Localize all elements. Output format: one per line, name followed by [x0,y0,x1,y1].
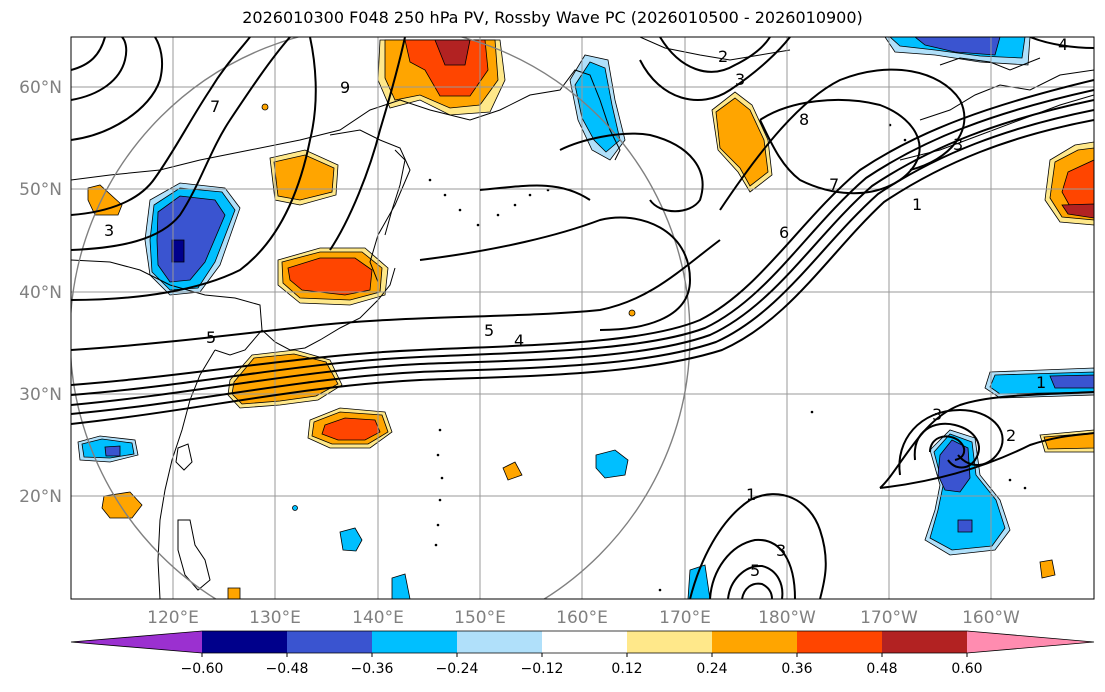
colorbar-segment [712,631,797,653]
lon-label: 160°W [962,608,1020,628]
colorbar-segment [882,631,967,653]
lon-label: 130°E [249,608,301,628]
lat-label: 20°N [19,487,62,507]
colorbar-segment [287,631,372,653]
contour-label: 4 [1058,35,1068,54]
lon-labels: 120°E 130°E 140°E 150°E 160°E 170°E 180°… [147,608,1020,628]
colorbar-tick-label: 0.12 [611,661,642,677]
lat-label: 30°N [19,385,62,405]
contour-label: 3 [104,221,114,240]
lat-label: 60°N [19,78,62,98]
contour-label: 4 [514,331,524,350]
contour-label-group: 9 7 3 5 5 4 6 7 8 3 2 4 3 1 3 2 1 1 3 5 [104,35,1068,580]
lat-labels: 60°N 50°N 40°N 30°N 20°N [19,78,62,507]
contour-label: 7 [210,97,220,116]
colorbar-tick-label: 0.60 [951,661,982,677]
contour-label: 5 [206,328,216,347]
contour-label: 3 [932,405,942,424]
contour-label: 1 [1036,373,1046,392]
contour-label: 3 [776,541,786,560]
contour-label: 6 [779,223,789,242]
colorbar-tick-label: 0.36 [781,661,812,677]
colorbar-tick-label: 0.24 [696,661,727,677]
lon-label: 170°E [659,608,711,628]
gridlines [71,37,1094,599]
contour-label: 1 [912,195,922,214]
lon-label: 160°E [556,608,608,628]
pv-shading [77,37,1094,599]
contour-label: 2 [1006,426,1016,445]
lat-label: 40°N [19,283,62,303]
colorbar-tick-label: −0.24 [436,661,479,677]
lon-label: 150°E [454,608,506,628]
lon-label: 120°E [147,608,199,628]
colorbar-extend-low [71,631,202,653]
map-title: 2026010300 F048 250 hPa PV, Rossby Wave … [242,8,863,27]
colorbar-tick-label: −0.12 [521,661,564,677]
colorbar-segment [797,631,882,653]
pv-contours [71,37,1094,599]
lon-label: 170°W [860,608,918,628]
contour-label: 1 [746,485,756,504]
colorbar-tick-label: −0.48 [266,661,309,677]
colorbar-extend-high [967,631,1094,653]
contour-label: 3 [735,70,745,89]
contour-label: 5 [484,321,494,340]
lon-label: 180°W [758,608,816,628]
map-frame [70,36,1095,600]
colorbar-segment [457,631,542,653]
contour-label: 7 [829,175,839,194]
colorbar-tick-label: −0.60 [181,661,224,677]
radius-circle [71,37,691,599]
contour-label: 8 [799,110,809,129]
contour-label: 2 [718,47,728,66]
colorbar-tick-label: −0.36 [351,661,394,677]
colorbar-segment [627,631,712,653]
colorbar: −0.60 −0.48 −0.36 −0.24 −0.12 0.12 0.24 0.36 0.4… [70,630,1095,677]
colorbar-tick-label: 0.48 [866,661,897,677]
colorbar-segment [372,631,457,653]
lon-label: 140°E [352,608,404,628]
lat-label: 50°N [19,180,62,200]
contour-label: 3 [953,135,963,154]
colorbar-segment [202,631,287,653]
contour-label: 9 [340,78,350,97]
contour-label: 5 [750,561,760,580]
colorbar-segment [542,631,627,653]
